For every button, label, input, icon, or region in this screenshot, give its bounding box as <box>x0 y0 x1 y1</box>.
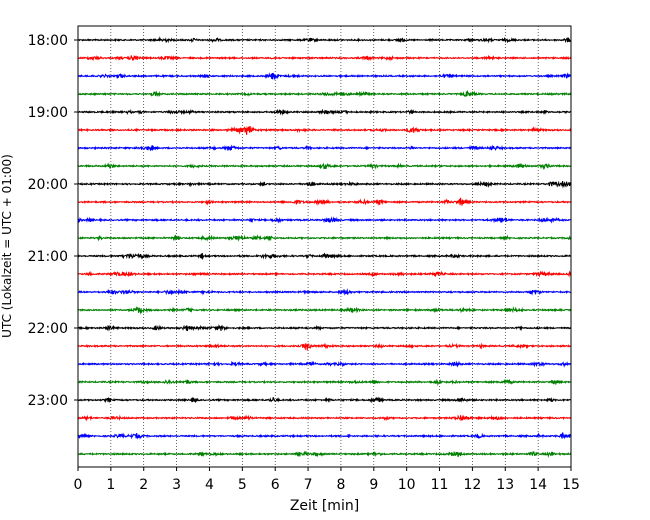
seismogram-trace <box>77 324 572 332</box>
seismogram-trace <box>77 197 572 207</box>
x-axis-ticks: 0 1 2 3 4 5 6 7 8 9 10 11 12 13 14 15 <box>74 467 580 493</box>
y-axis-label: UTC (Lokalzeit = UTC + 01:00) <box>0 154 14 338</box>
seismogram-trace <box>77 144 572 152</box>
x-tick-label: 3 <box>172 477 181 493</box>
seismogram-trace <box>77 72 572 80</box>
y-tick-label: 23:00 <box>28 393 68 409</box>
seismogram-trace <box>77 270 572 278</box>
x-tick-label: 9 <box>369 477 378 493</box>
x-tick-label: 10 <box>398 477 416 493</box>
seismogram-trace <box>77 306 572 315</box>
x-tick-label: 1 <box>106 477 115 493</box>
x-tick-label: 12 <box>463 477 481 493</box>
x-tick-label: 15 <box>562 477 580 493</box>
seismogram-trace <box>77 162 572 171</box>
y-tick-label: 18:00 <box>28 33 68 49</box>
seismogram-trace <box>77 89 572 98</box>
seismogram-trace <box>77 342 572 351</box>
x-axis-label: Zeit [min] <box>290 498 359 514</box>
y-tick-label: 21:00 <box>28 249 68 265</box>
seismogram-trace <box>77 36 572 44</box>
seismogram-trace <box>77 54 572 62</box>
y-tick-label: 22:00 <box>28 321 68 337</box>
seismogram-trace <box>77 288 571 296</box>
seismogram-trace <box>77 234 572 242</box>
y-axis-ticks: 18:00 19:00 20:00 21:00 22:00 23:00 <box>28 33 78 409</box>
seismogram-trace <box>77 252 572 261</box>
x-tick-label: 13 <box>496 477 514 493</box>
plot-frame <box>77 25 572 468</box>
x-tick-label: 8 <box>336 477 345 493</box>
seismogram-traces <box>77 36 572 458</box>
seismogram-trace <box>77 432 572 440</box>
seismogram-trace <box>77 108 572 116</box>
seismogram-trace <box>77 396 572 404</box>
x-tick-label: 7 <box>304 477 313 493</box>
x-tick-label: 0 <box>74 477 83 493</box>
x-tick-label: 14 <box>529 477 547 493</box>
seismogram-trace <box>77 180 572 189</box>
seismogram-trace <box>77 450 572 458</box>
x-tick-label: 5 <box>238 477 247 493</box>
seismogram-trace <box>77 126 572 135</box>
y-tick-label: 20:00 <box>28 177 68 193</box>
x-tick-label: 2 <box>139 477 148 493</box>
x-tick-label: 6 <box>271 477 280 493</box>
x-tick-label: 4 <box>205 477 214 493</box>
seismogram-trace <box>77 360 572 368</box>
seismogram-trace <box>77 414 572 422</box>
seismogram-trace <box>77 216 572 224</box>
y-tick-label: 19:00 <box>28 105 68 121</box>
x-tick-label: 11 <box>431 477 449 493</box>
seismogram-trace <box>77 378 572 387</box>
